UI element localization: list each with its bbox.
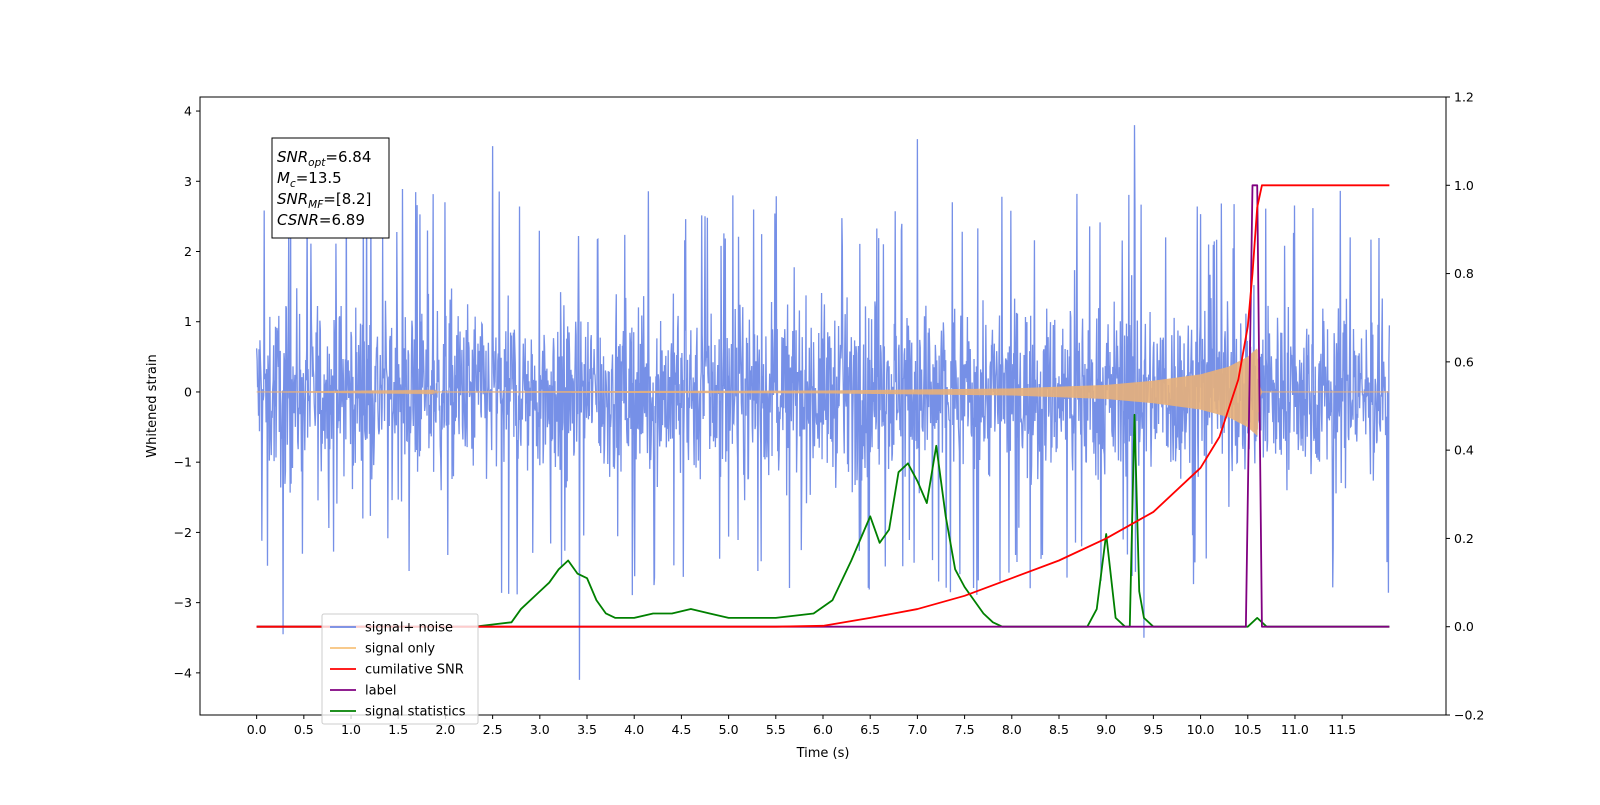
- legend-frame: [321, 613, 479, 725]
- series-signal-only: [256, 348, 1390, 436]
- x-tick-label: 10.0: [1187, 722, 1215, 737]
- x-tick-label: 4.0: [624, 722, 644, 737]
- x-tick-label: 5.5: [766, 722, 786, 737]
- annotation-line: SNRopt=6.84: [277, 148, 371, 169]
- series-cumulative-snr: [256, 184, 1390, 628]
- legend-label: signal statistics: [365, 705, 466, 720]
- x-tick-label: 0.5: [294, 722, 314, 737]
- y2-tick-label: 0.0: [1454, 619, 1474, 634]
- legend: signal+ noise signal only cumilative SNR la…: [321, 613, 479, 725]
- x-axis-label: Time (s): [796, 746, 850, 761]
- x-tick-label: 3.0: [530, 722, 550, 737]
- legend-label: signal+ noise: [365, 621, 453, 636]
- y2-tick-label: 0.2: [1454, 531, 1474, 546]
- x-tick-label: 5.0: [719, 722, 739, 737]
- plot-layer: [255, 125, 1391, 680]
- x-tick-label: 6.0: [813, 722, 833, 737]
- y-tick-label: −1: [174, 455, 192, 470]
- y-tick-label: −3: [174, 595, 192, 610]
- y-tick-label: −2: [174, 525, 192, 540]
- x-tick-label: 7.0: [907, 722, 927, 737]
- x-tick-label: 8.0: [1002, 722, 1022, 737]
- annotation-line: SNRMF=[8.2]: [277, 190, 371, 211]
- x-tick-label: 4.5: [671, 722, 691, 737]
- plot-area: [255, 125, 1391, 680]
- x-tick-label: 0.0: [247, 722, 267, 737]
- x-tick-label: 9.5: [1143, 722, 1163, 737]
- y-tick-label: 2: [184, 244, 192, 259]
- legend-label: signal only: [365, 642, 435, 657]
- series-signal-statistics: [256, 413, 1390, 628]
- x-tick-label: 7.5: [955, 722, 975, 737]
- x-tick-label: 1.5: [388, 722, 408, 737]
- y2-tick-label: −0.2: [1454, 708, 1484, 723]
- legend-label: label: [365, 684, 396, 699]
- y-tick-label: 3: [184, 174, 192, 189]
- x-tick-label: 8.5: [1049, 722, 1069, 737]
- x-tick-label: 2.0: [435, 722, 455, 737]
- y2-tick-label: 0.4: [1454, 443, 1474, 458]
- y-tick-label: 4: [184, 104, 192, 119]
- x-tick-label: 9.0: [1096, 722, 1116, 737]
- x-tick-label: 3.5: [577, 722, 597, 737]
- x-tick-label: 11.5: [1328, 722, 1356, 737]
- series-label: [256, 184, 1390, 628]
- y2-tick-label: 1.0: [1454, 178, 1474, 193]
- y-axis-label: Whitened strain: [145, 354, 160, 457]
- series-signal-noise: [255, 125, 1391, 680]
- y-tick-label: 1: [184, 314, 192, 329]
- x-tick-label: 2.5: [483, 722, 503, 737]
- x-tick-label: 6.5: [860, 722, 880, 737]
- y2-tick-label: 0.8: [1454, 266, 1474, 281]
- axes-layer: 0.0 0.5 1.0 1.5 2.0 2.5 3.0 3.5 4.0 4.5 5.0 5.5 6.0 6…: [174, 90, 1485, 738]
- y2-tick-label: 1.2: [1454, 90, 1474, 105]
- annotation-frame: [271, 137, 390, 239]
- x-tick-label: 10.5: [1234, 722, 1262, 737]
- y2-tick-label: 0.6: [1454, 354, 1474, 369]
- annotation-line: Mc=13.5: [277, 169, 342, 190]
- annotation-line: CSNR=6.89: [277, 211, 365, 229]
- y-tick-label: 0: [184, 384, 192, 399]
- y-tick-label: −4: [174, 665, 192, 680]
- legend-label: cumilative SNR: [365, 663, 464, 678]
- x-tick-label: 11.0: [1281, 722, 1309, 737]
- x-tick-label: 1.0: [341, 722, 361, 737]
